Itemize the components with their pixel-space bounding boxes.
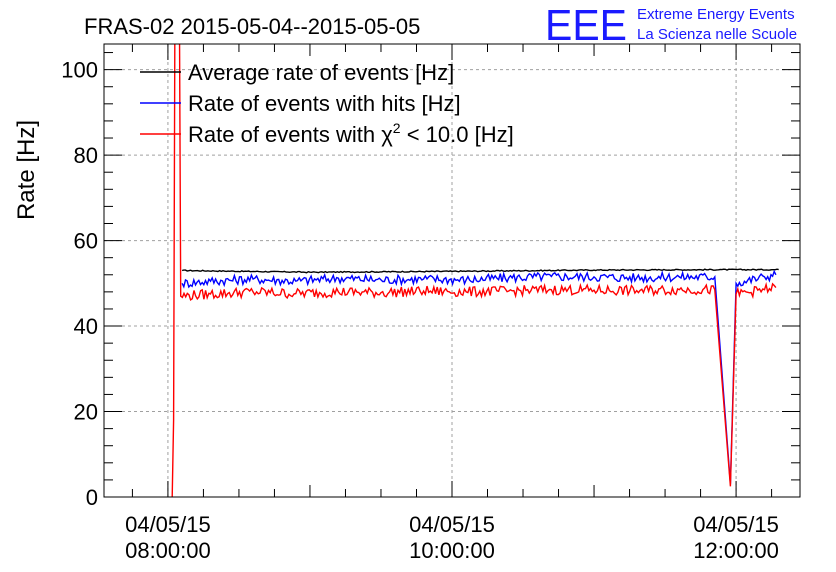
eee-logo: EEE Extreme Energy Events La Scienza nel…: [545, 1, 797, 50]
legend-entry-3: Rate of events with χ2 < 10.0 [Hz]: [188, 120, 514, 147]
eee-logo-text: EEE: [545, 1, 627, 50]
legend: Average rate of events [Hz] Rate of event…: [140, 60, 514, 147]
y-tick-label: 100: [61, 58, 98, 83]
series-line-3: [171, 44, 777, 497]
x-tick-time: 10:00:00: [409, 538, 495, 563]
x-tick-time: 08:00:00: [125, 538, 211, 563]
y-tick-label: 20: [74, 400, 98, 425]
y-axis-label: Rate [Hz]: [13, 120, 40, 220]
grid: [104, 44, 800, 497]
eee-logo-line1: Extreme Energy Events: [637, 6, 795, 23]
x-tick-date: 04/05/15: [693, 512, 779, 537]
eee-logo-line2: La Scienza nelle Scuole: [637, 26, 797, 43]
chart-title: FRAS-02 2015-05-04--2015-05-05: [84, 14, 420, 39]
x-tick-time: 12:00:00: [693, 538, 779, 563]
series-line-2: [181, 269, 777, 485]
x-tick-date: 04/05/15: [409, 512, 495, 537]
y-tick-label: 80: [74, 143, 98, 168]
y-tick-label: 0: [86, 485, 98, 510]
x-axis-ticks: 04/05/1508:00:0004/05/1510:00:0004/05/15…: [125, 44, 779, 563]
x-tick-date: 04/05/15: [125, 512, 211, 537]
series-line-1: [181, 268, 779, 274]
series-lines: [171, 44, 779, 497]
y-tick-label: 40: [74, 314, 98, 339]
legend-entry-1: Average rate of events [Hz]: [188, 60, 454, 85]
y-axis-ticks: 0 20 40 60 80 100: [61, 52, 800, 510]
y-tick-label: 60: [74, 229, 98, 254]
legend-entry-2: Rate of events with hits [Hz]: [188, 91, 461, 116]
